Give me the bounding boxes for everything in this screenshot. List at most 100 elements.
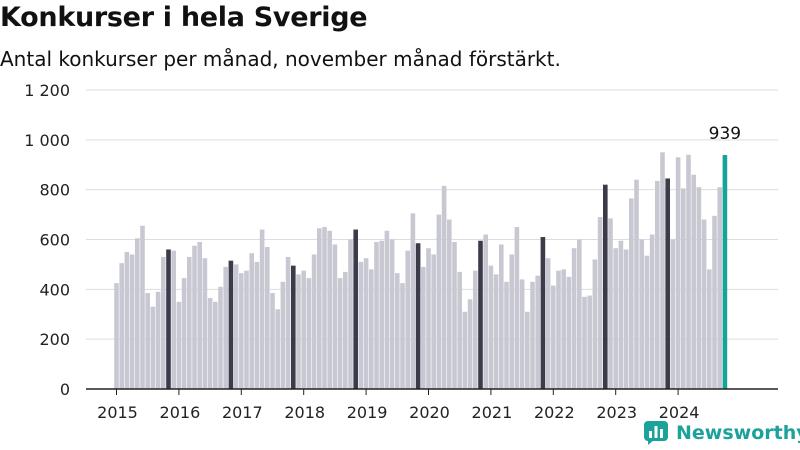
bar bbox=[681, 188, 686, 389]
x-tick-label: 2022 bbox=[534, 403, 575, 422]
bar bbox=[369, 269, 374, 389]
bar bbox=[285, 256, 291, 389]
bar bbox=[587, 295, 592, 389]
bar bbox=[519, 279, 525, 389]
bar bbox=[114, 283, 119, 389]
bar bbox=[525, 311, 530, 389]
bar bbox=[701, 219, 707, 389]
bar bbox=[395, 273, 400, 389]
bar bbox=[327, 230, 332, 389]
bar bbox=[462, 311, 468, 389]
bar bbox=[400, 283, 405, 389]
x-tick-label: 2015 bbox=[97, 403, 138, 422]
bar bbox=[545, 258, 551, 389]
bar-november bbox=[353, 229, 358, 389]
bar bbox=[270, 293, 275, 389]
bar bbox=[561, 269, 566, 389]
bar bbox=[389, 239, 395, 389]
x-tick-label: 2023 bbox=[596, 403, 637, 422]
bar bbox=[686, 154, 691, 389]
newsworthy-logo-icon bbox=[644, 421, 668, 445]
bar bbox=[207, 298, 213, 389]
bar bbox=[244, 270, 249, 389]
bar bbox=[514, 227, 520, 389]
bar bbox=[483, 234, 488, 389]
bar bbox=[634, 179, 639, 389]
bar bbox=[535, 275, 540, 389]
bar bbox=[618, 240, 624, 389]
bar bbox=[129, 254, 135, 389]
y-tick-label: 1 000 bbox=[24, 131, 70, 150]
x-tick-label: 2017 bbox=[222, 403, 263, 422]
bar-november bbox=[478, 240, 483, 389]
bar bbox=[649, 234, 655, 389]
bar bbox=[473, 270, 478, 389]
bar bbox=[259, 229, 265, 389]
x-tick-label: 2020 bbox=[409, 403, 450, 422]
bar bbox=[421, 266, 426, 389]
y-tick-label: 400 bbox=[39, 280, 70, 299]
bar bbox=[410, 213, 416, 389]
bar bbox=[239, 273, 244, 389]
bar bbox=[530, 281, 535, 389]
bar bbox=[431, 254, 436, 389]
bar bbox=[613, 248, 618, 389]
bar bbox=[691, 174, 696, 389]
bar bbox=[275, 309, 280, 389]
bar bbox=[145, 293, 150, 389]
bar bbox=[358, 261, 364, 389]
bar bbox=[499, 244, 504, 389]
bar bbox=[155, 291, 161, 389]
y-tick-label: 0 bbox=[60, 380, 70, 399]
bar bbox=[551, 285, 556, 389]
bar bbox=[566, 276, 572, 389]
bar bbox=[571, 248, 577, 389]
bar bbox=[426, 248, 431, 389]
newsworthy-logo[interactable]: Newsworthy bbox=[644, 419, 800, 447]
x-tick-label: 2024 bbox=[659, 403, 700, 422]
bar-november bbox=[166, 249, 171, 389]
bar bbox=[717, 187, 722, 389]
bar-november bbox=[540, 237, 546, 389]
bar bbox=[311, 254, 317, 389]
bar bbox=[447, 219, 452, 389]
chart-subtitle: Antal konkurser per månad, november måna… bbox=[0, 47, 561, 71]
bar bbox=[135, 238, 140, 389]
bar bbox=[457, 271, 462, 389]
bar bbox=[488, 265, 494, 389]
bar-november bbox=[603, 184, 608, 389]
chart-title: Konkurser i hela Sverige bbox=[0, 2, 368, 33]
bar-november bbox=[291, 265, 296, 389]
x-tick-label: 2016 bbox=[160, 403, 201, 422]
bar bbox=[363, 258, 369, 389]
bar bbox=[675, 157, 681, 389]
bar bbox=[150, 306, 156, 389]
x-tick-label: 2021 bbox=[472, 403, 513, 422]
bar bbox=[301, 270, 306, 389]
bar bbox=[374, 241, 379, 389]
bar-november bbox=[415, 243, 421, 389]
bar bbox=[441, 185, 447, 389]
bar bbox=[639, 239, 644, 389]
bar bbox=[176, 301, 182, 389]
bar bbox=[712, 215, 717, 389]
bar bbox=[608, 218, 613, 389]
bar bbox=[493, 274, 499, 389]
bar bbox=[223, 266, 228, 389]
bar bbox=[660, 152, 665, 389]
bar bbox=[592, 259, 598, 389]
bar bbox=[629, 198, 634, 389]
bar bbox=[171, 250, 176, 389]
bar bbox=[655, 180, 660, 389]
bar bbox=[707, 269, 712, 389]
bar bbox=[436, 214, 442, 389]
bar bbox=[197, 241, 202, 389]
bar bbox=[280, 281, 286, 389]
y-tick-label: 800 bbox=[39, 181, 70, 200]
bar bbox=[343, 271, 348, 389]
bar bbox=[504, 281, 509, 389]
bar-november bbox=[228, 260, 234, 389]
bar bbox=[265, 246, 270, 389]
bar-latest bbox=[722, 155, 728, 389]
bar bbox=[213, 301, 218, 389]
